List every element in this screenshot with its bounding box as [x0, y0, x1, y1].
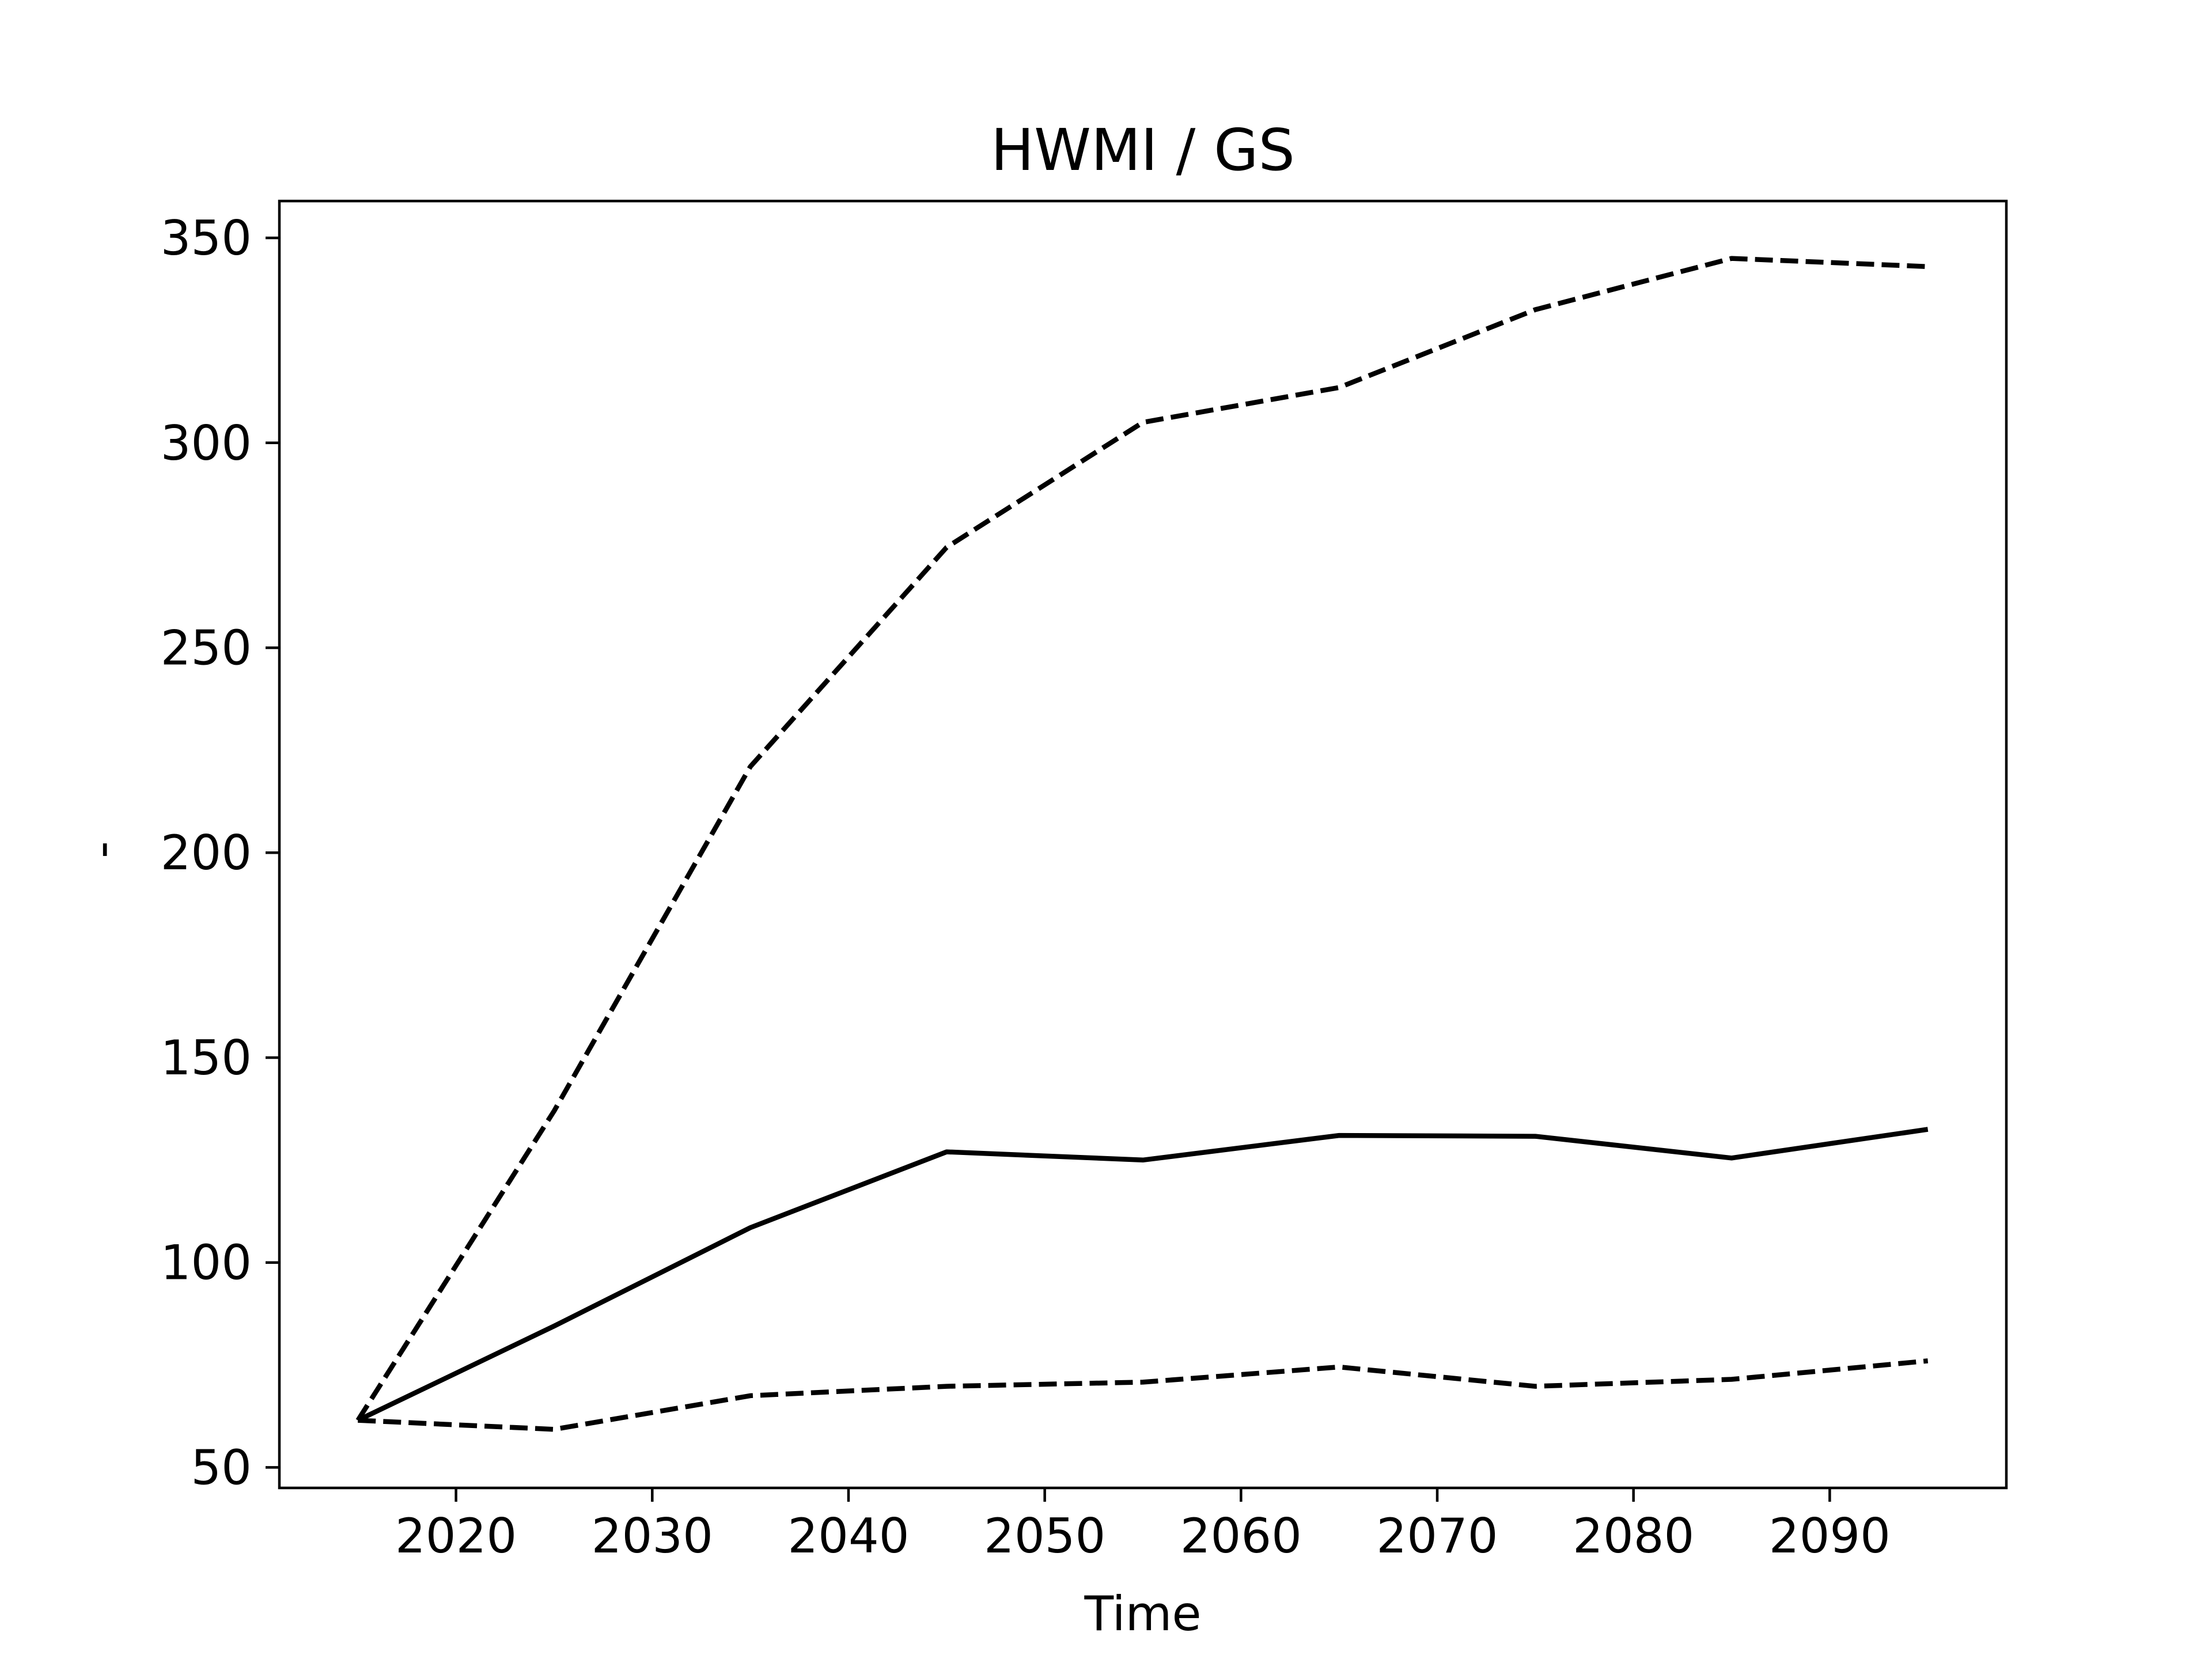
series-group [355, 256, 1929, 1432]
series-line-1 [357, 1127, 1929, 1423]
y-tick-label: 100 [161, 1235, 252, 1291]
x-axis-label: Time [1084, 1586, 1201, 1642]
y-axis-label: - [74, 841, 130, 858]
y-tick-label: 150 [161, 1030, 252, 1086]
plot-frame [278, 199, 2008, 1490]
plot-area [278, 199, 2008, 1490]
x-tick-label: 2090 [1769, 1508, 1891, 1564]
series-line-2 [355, 256, 1928, 1422]
y-axis: 50 100 150 200 250 300 350 [161, 210, 279, 1495]
x-tick-label: 2030 [592, 1508, 713, 1564]
y-tick-label: 200 [161, 825, 252, 881]
x-tick-label: 2060 [1180, 1508, 1302, 1564]
x-tick-label: 2050 [984, 1508, 1105, 1564]
y-tick-label: 250 [161, 620, 252, 676]
y-tick-label: 350 [161, 210, 252, 266]
x-tick-label: 2070 [1376, 1508, 1498, 1564]
x-tick-label: 2080 [1573, 1508, 1694, 1564]
y-tick-label: 50 [191, 1440, 252, 1495]
x-tick-label: 2020 [395, 1508, 517, 1564]
y-tick-label: 300 [161, 415, 252, 471]
series-line-3 [358, 1358, 1929, 1432]
x-axis: 2020 2030 2040 2050 2060 2070 2080 2090 [395, 1488, 1891, 1564]
x-tick-label: 2040 [787, 1508, 909, 1564]
chart-title: HWMI / GS [991, 116, 1295, 184]
